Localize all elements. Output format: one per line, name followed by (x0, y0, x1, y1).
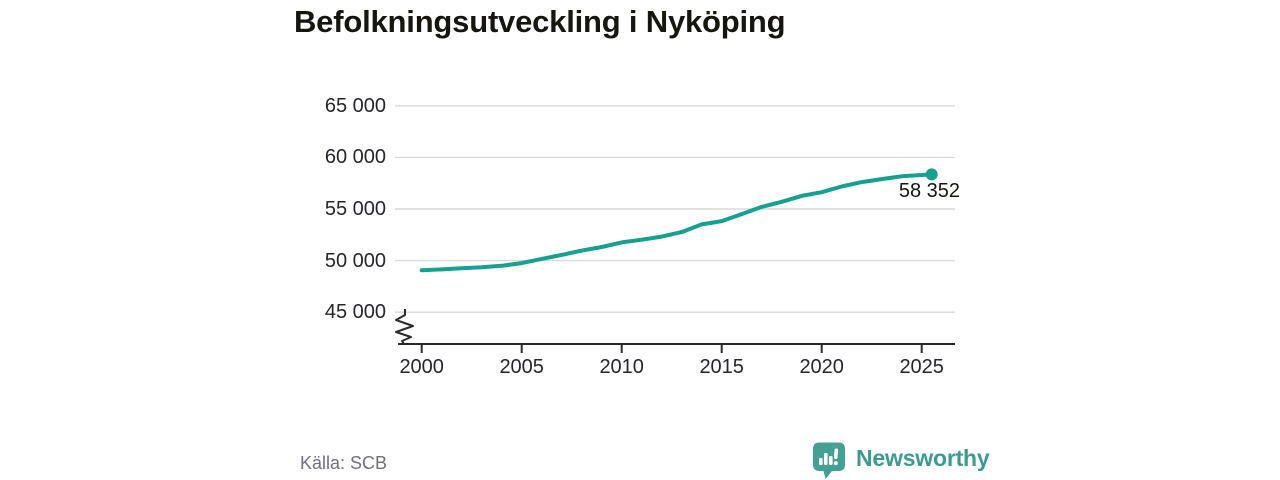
x-tick-label: 2005 (499, 356, 544, 378)
x-tick-label: 2020 (799, 356, 844, 378)
brand-wordmark: Newsworthy (856, 445, 990, 471)
y-tick-label: 50 000 (324, 249, 386, 272)
last-value-label: 58 352 (898, 180, 960, 202)
y-tick-label: 65 000 (324, 94, 386, 117)
end-point-marker (925, 168, 938, 181)
population-line (419, 172, 934, 273)
y-tick-label: 45 000 (324, 301, 386, 324)
x-tick-label: 2015 (699, 356, 744, 378)
x-tick-label: 2000 (399, 356, 444, 378)
newsworthy-logo: Newsworthy (810, 441, 990, 479)
x-tick-label: 2025 (899, 356, 944, 378)
newsworthy-bubble-chart-icon (813, 442, 845, 479)
chart-title: Befolkningsutveckling i Nyköping (294, 4, 786, 39)
y-tick-label: 55 000 (324, 198, 386, 220)
axis-break-icon (395, 309, 414, 345)
source-note: Källa: SCB (300, 453, 388, 473)
y-tick-label: 60 000 (324, 146, 386, 169)
x-tick-label: 2010 (599, 356, 644, 378)
